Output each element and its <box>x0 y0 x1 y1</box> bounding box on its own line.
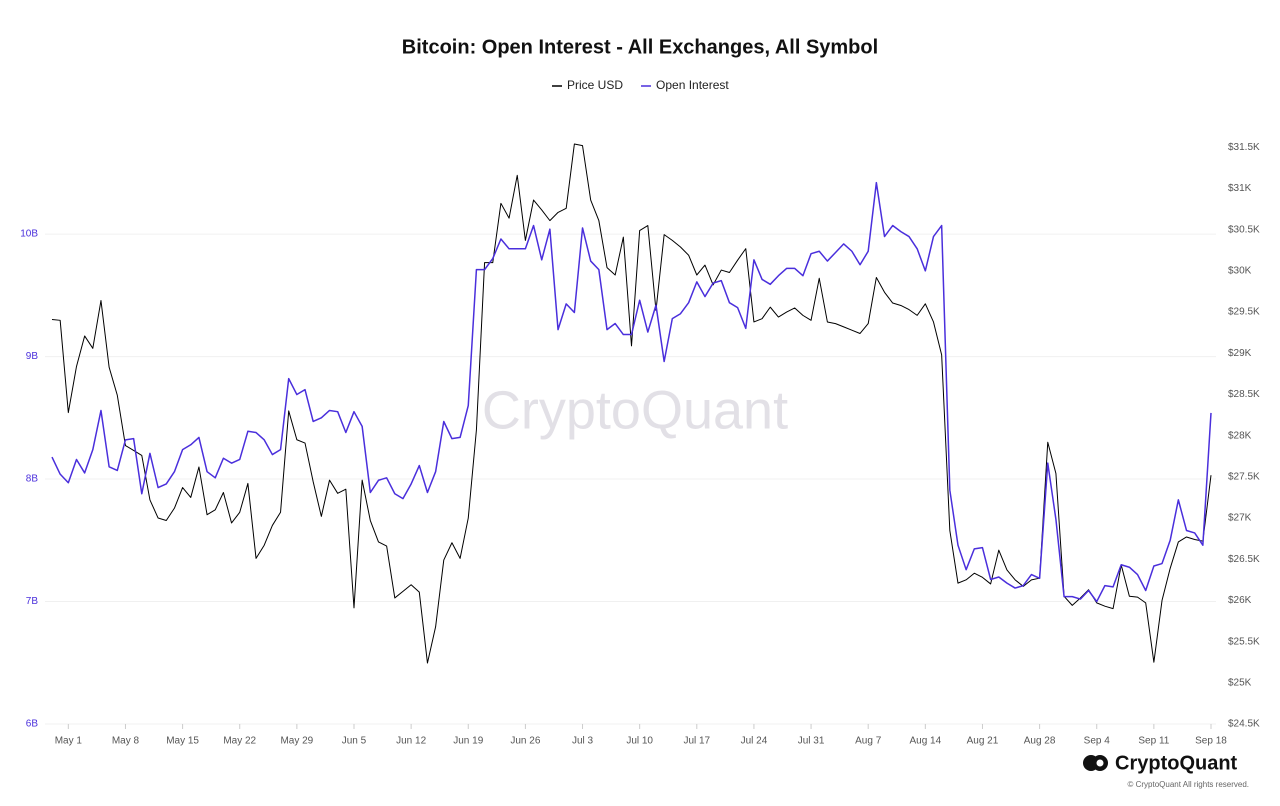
x-tick-label: May 1 <box>55 736 83 747</box>
y2-tick-label: $26K <box>1228 595 1252 606</box>
chart-title: Bitcoin: Open Interest - All Exchanges, … <box>402 36 878 58</box>
legend-label: Price USD <box>567 78 623 92</box>
y2-tick-label: $25K <box>1228 677 1252 688</box>
x-tick-label: Jul 24 <box>741 736 768 747</box>
series-line <box>51 181 1212 603</box>
y-tick-label: 7B <box>26 596 39 607</box>
y2-tick-label: $26.5K <box>1228 554 1260 565</box>
x-tick-label: Sep 4 <box>1084 736 1111 747</box>
x-tick-label: Aug 28 <box>1024 736 1056 747</box>
y-tick-label: 6B <box>26 719 39 730</box>
x-tick-label: Jun 5 <box>342 736 367 747</box>
y2-tick-label: $27K <box>1228 513 1252 524</box>
x-tick-label: Jun 19 <box>453 736 483 747</box>
brand-logo <box>1083 755 1108 771</box>
y2-tick-label: $29K <box>1228 348 1252 359</box>
x-tick-label: Jul 3 <box>572 736 594 747</box>
y2-tick-label: $31.5K <box>1228 142 1260 153</box>
y2-tick-label: $30.5K <box>1228 224 1260 235</box>
x-tick-label: Aug 7 <box>855 736 882 747</box>
x-tick-label: Jul 10 <box>626 736 653 747</box>
y-tick-label: 8B <box>26 474 39 485</box>
x-tick-label: Jul 17 <box>683 736 710 747</box>
watermark: CryptoQuant <box>482 380 788 440</box>
x-tick-label: Sep 18 <box>1195 736 1227 747</box>
y2-tick-label: $24.5K <box>1228 719 1260 730</box>
y-tick-label: 9B <box>26 351 39 362</box>
y2-tick-label: $31K <box>1228 183 1252 194</box>
x-tick-label: Jun 12 <box>396 736 426 747</box>
x-tick-label: Aug 14 <box>909 736 941 747</box>
y2-tick-label: $25.5K <box>1228 636 1260 647</box>
x-tick-label: Jul 31 <box>798 736 825 747</box>
copyright: © CryptoQuant All rights reserved. <box>1128 780 1250 789</box>
brand: CryptoQuant <box>1115 752 1238 774</box>
x-tick-label: May 8 <box>112 736 140 747</box>
y-tick-label: 10B <box>20 229 38 240</box>
x-tick-label: Sep 11 <box>1138 736 1169 747</box>
x-tick-label: May 22 <box>223 736 256 747</box>
x-tick-label: Aug 21 <box>967 736 999 747</box>
legend-label: Open Interest <box>656 78 729 92</box>
y2-tick-label: $28K <box>1228 430 1252 441</box>
series-line <box>51 143 1212 664</box>
x-tick-label: Jun 26 <box>510 736 540 747</box>
x-tick-label: May 15 <box>166 736 199 747</box>
y2-tick-label: $30K <box>1228 266 1252 277</box>
y2-tick-label: $27.5K <box>1228 471 1260 482</box>
y2-tick-label: $28.5K <box>1228 389 1260 400</box>
x-tick-label: May 29 <box>280 736 313 747</box>
y2-tick-label: $29.5K <box>1228 307 1260 318</box>
